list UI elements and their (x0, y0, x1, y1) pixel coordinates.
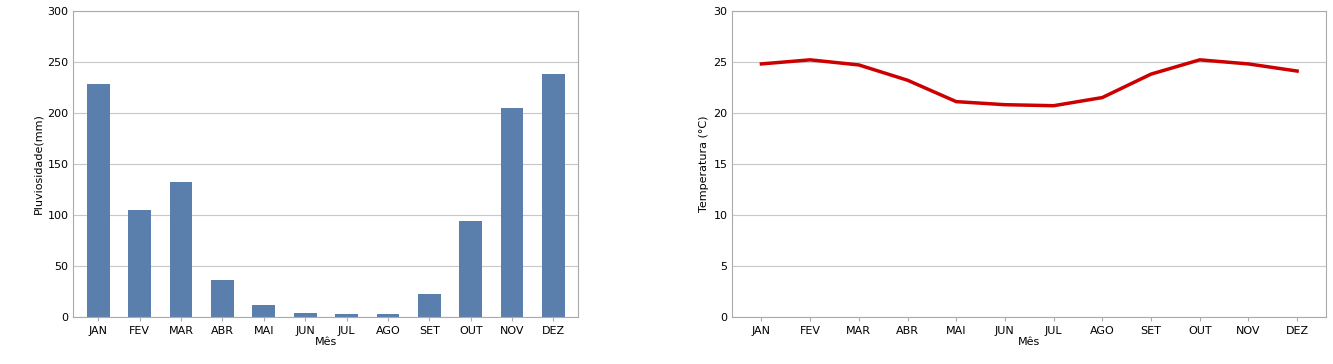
Y-axis label: Temperatura (°C): Temperatura (°C) (698, 115, 709, 212)
Bar (252, 305, 275, 317)
Bar (293, 313, 316, 317)
Bar (501, 108, 524, 317)
Bar (419, 294, 441, 317)
Bar (169, 182, 192, 317)
Bar (87, 84, 109, 317)
Bar (460, 221, 483, 317)
Bar (543, 74, 565, 317)
Bar (211, 280, 233, 317)
Y-axis label: Pluviosidade(mm): Pluviosidade(mm) (33, 113, 43, 214)
X-axis label: Mês: Mês (1018, 337, 1040, 347)
X-axis label: Mês: Mês (315, 337, 337, 347)
Bar (335, 314, 357, 317)
Bar (376, 314, 400, 317)
Bar (128, 210, 151, 317)
